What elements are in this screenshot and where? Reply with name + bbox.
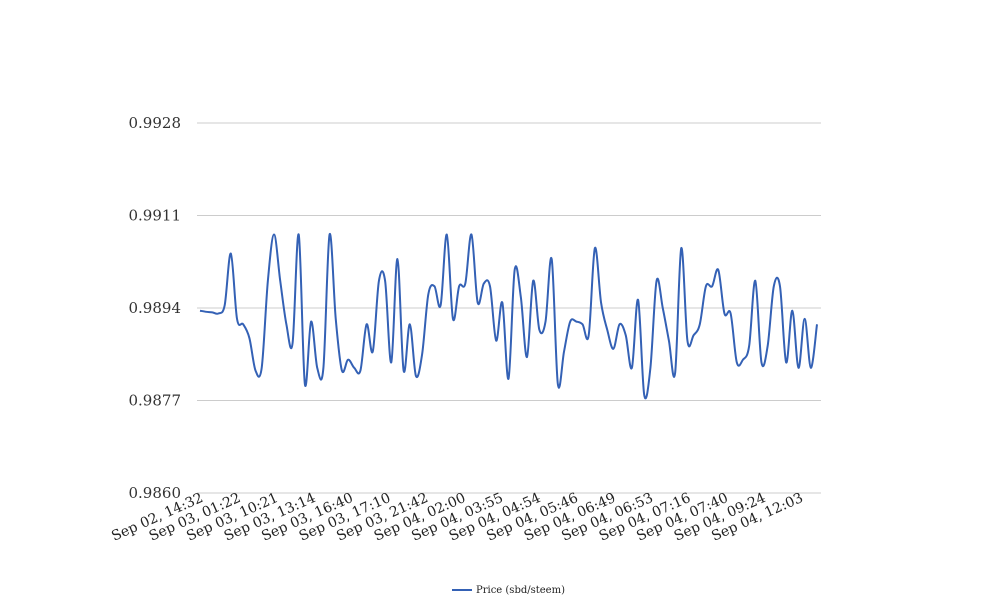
y-tick-label: 0.9894 [129, 299, 182, 317]
y-tick-label: 0.9911 [129, 207, 182, 225]
legend-label-price: Price (sbd/steem) [476, 585, 565, 596]
gridlines [197, 122, 821, 494]
series-lines [199, 233, 818, 400]
series-line-price [199, 233, 818, 400]
y-tick-label: 0.9877 [129, 392, 182, 410]
y-tick-label: 0.9860 [129, 484, 182, 502]
legend: Price (sbd/steem) [452, 585, 565, 596]
y-tick-label: 0.9928 [129, 114, 182, 132]
y-axis-tick-labels: 0.9860 0.9877 0.9894 0.9911 0.9928 [129, 114, 182, 502]
